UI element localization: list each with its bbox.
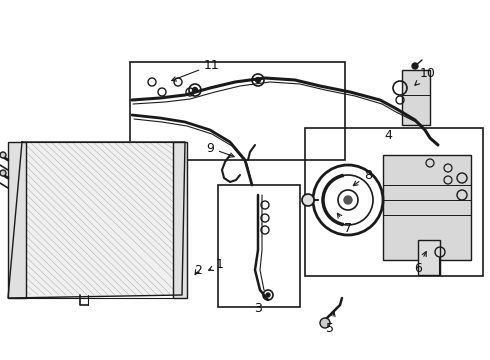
Text: 4: 4: [384, 129, 392, 141]
Text: 3: 3: [254, 302, 262, 315]
Bar: [305, 128, 483, 276]
Circle shape: [266, 293, 270, 297]
Text: 1: 1: [209, 258, 224, 271]
Bar: [383, 155, 471, 260]
Text: 8: 8: [353, 168, 372, 186]
Circle shape: [344, 196, 352, 204]
Text: 5: 5: [326, 312, 335, 334]
Bar: [418, 240, 440, 275]
Circle shape: [0, 152, 6, 158]
Text: 9: 9: [206, 141, 234, 157]
Text: 11: 11: [172, 59, 220, 81]
Circle shape: [193, 87, 197, 93]
Text: 2: 2: [194, 264, 202, 276]
Circle shape: [0, 170, 6, 176]
Bar: [8, 142, 26, 298]
Text: 10: 10: [415, 67, 436, 85]
Bar: [402, 70, 430, 125]
Bar: [173, 142, 187, 298]
Circle shape: [255, 77, 261, 82]
Bar: [130, 62, 345, 160]
Bar: [218, 185, 300, 307]
Polygon shape: [8, 142, 185, 298]
Circle shape: [320, 318, 330, 328]
Circle shape: [412, 63, 418, 69]
Text: 6: 6: [414, 252, 426, 275]
Circle shape: [302, 194, 314, 206]
Text: 7: 7: [337, 213, 352, 234]
